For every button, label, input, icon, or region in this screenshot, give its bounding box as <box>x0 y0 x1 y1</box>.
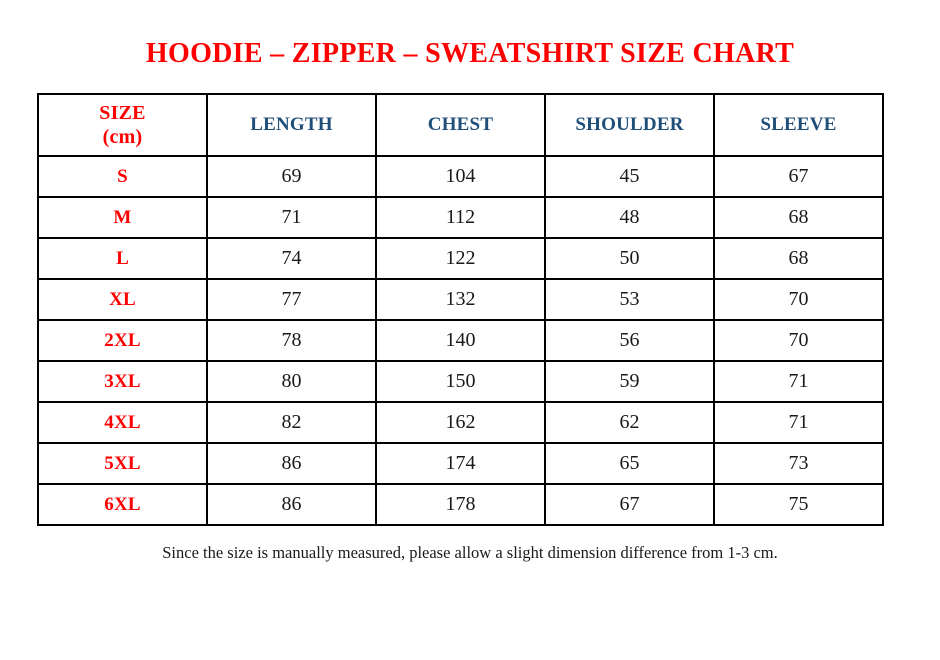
size-label-cell: 2XL <box>37 319 208 362</box>
measurement-cell: 67 <box>713 155 884 198</box>
size-label-cell: XL <box>37 278 208 321</box>
measurement-cell: 71 <box>713 360 884 403</box>
size-chart-table: SIZE (cm) LENGTH CHEST SHOULDER SLEEVE S… <box>37 93 884 526</box>
header-size-line2: (cm) <box>102 126 143 148</box>
measurement-cell: 70 <box>713 278 884 321</box>
measurement-cell: 71 <box>206 196 377 239</box>
measurement-cell: 48 <box>544 196 715 239</box>
measurement-cell: 75 <box>713 483 884 526</box>
size-label-cell: 5XL <box>37 442 208 485</box>
table-row: 3XL 80 150 59 71 <box>37 360 884 403</box>
header-cell-length: LENGTH <box>206 93 377 157</box>
header-cell-shoulder: SHOULDER <box>544 93 715 157</box>
measurement-cell: 178 <box>375 483 546 526</box>
measurement-cell: 73 <box>713 442 884 485</box>
page-title: HOODIE – ZIPPER – SWEATSHIRT SIZE CHART <box>145 38 795 69</box>
size-label-cell: S <box>37 155 208 198</box>
measurement-cell: 122 <box>375 237 546 280</box>
measurement-cell: 82 <box>206 401 377 444</box>
size-label-cell: 3XL <box>37 360 208 403</box>
measurement-cell: 150 <box>375 360 546 403</box>
size-table-head: SIZE (cm) LENGTH CHEST SHOULDER SLEEVE <box>37 93 884 157</box>
measurement-cell: 77 <box>206 278 377 321</box>
measurement-cell: 53 <box>544 278 715 321</box>
measurement-cell: 162 <box>375 401 546 444</box>
measurement-cell: 45 <box>544 155 715 198</box>
size-label-cell: 6XL <box>37 483 208 526</box>
measurement-cell: 67 <box>544 483 715 526</box>
table-row: 2XL 78 140 56 70 <box>37 319 884 362</box>
measurement-cell: 70 <box>713 319 884 362</box>
table-row: L 74 122 50 68 <box>37 237 884 280</box>
measurement-cell: 86 <box>206 483 377 526</box>
measurement-cell: 68 <box>713 237 884 280</box>
measurement-cell: 62 <box>544 401 715 444</box>
measurement-cell: 69 <box>206 155 377 198</box>
measurement-cell: 140 <box>375 319 546 362</box>
measurement-cell: 112 <box>375 196 546 239</box>
measurement-cell: 74 <box>206 237 377 280</box>
size-label-cell: 4XL <box>37 401 208 444</box>
measurement-cell: 86 <box>206 442 377 485</box>
size-chart-page: . HOODIE – ZIPPER – SWEATSHIRT SIZE CHAR… <box>0 37 940 563</box>
table-row: 5XL 86 174 65 73 <box>37 442 884 485</box>
table-row: XL 77 132 53 70 <box>37 278 884 321</box>
measurement-cell: 50 <box>544 237 715 280</box>
measurement-cell: 65 <box>544 442 715 485</box>
measurement-cell: 56 <box>544 319 715 362</box>
header-cell-sleeve: SLEEVE <box>713 93 884 157</box>
header-cell-chest: CHEST <box>375 93 546 157</box>
measurement-cell: 59 <box>544 360 715 403</box>
table-row: S 69 104 45 67 <box>37 155 884 198</box>
size-label-cell: M <box>37 196 208 239</box>
measurement-cell: 174 <box>375 442 546 485</box>
measurement-cell: 78 <box>206 319 377 362</box>
footnote: Since the size is manually measured, ple… <box>162 543 778 562</box>
header-size-line1: SIZE <box>99 102 146 124</box>
table-row: 4XL 82 162 62 71 <box>37 401 884 444</box>
size-table-body: S 69 104 45 67 M 71 112 48 68 L 74 122 50 68 XL 77 132 53 7… <box>37 155 884 526</box>
table-row: 6XL 86 178 67 75 <box>37 483 884 526</box>
header-row: SIZE (cm) LENGTH CHEST SHOULDER SLEEVE <box>37 93 884 157</box>
measurement-cell: 80 <box>206 360 377 403</box>
stray-dot: . <box>476 38 480 54</box>
size-label-cell: L <box>37 237 208 280</box>
measurement-cell: 132 <box>375 278 546 321</box>
table-row: M 71 112 48 68 <box>37 196 884 239</box>
measurement-cell: 68 <box>713 196 884 239</box>
header-cell-size-cm: SIZE (cm) <box>37 93 208 157</box>
measurement-cell: 71 <box>713 401 884 444</box>
measurement-cell: 104 <box>375 155 546 198</box>
